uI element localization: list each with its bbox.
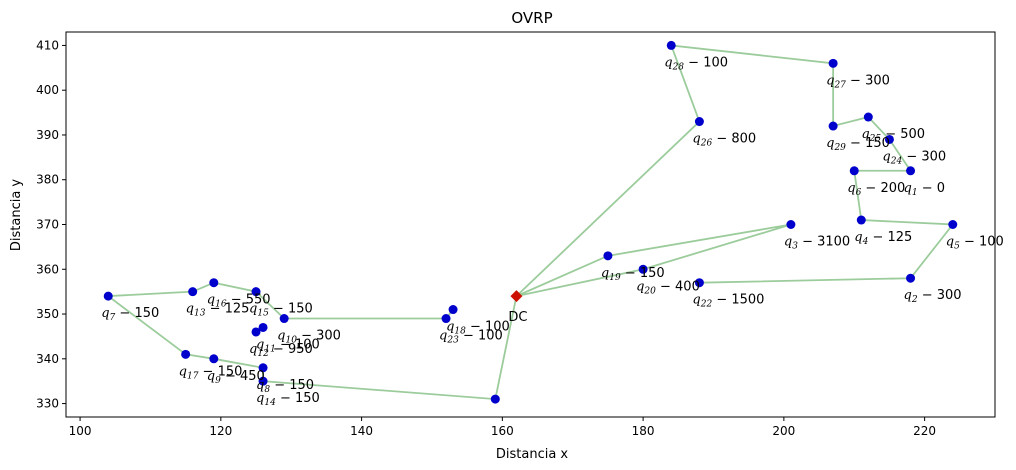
customer-point-q7 [103,291,113,301]
y-tick-label: 330 [36,397,59,411]
x-tick-label: 200 [772,424,795,438]
customer-point-q19 [603,251,613,261]
customer-point-q6 [849,166,859,176]
routes-layer [105,44,955,401]
y-axis-ticks: 330 340 350 360 370 380 390 400 410 [36,38,66,411]
customer-point-q9 [209,354,219,364]
plot-frame [65,31,996,418]
customer-label-q1: q1 − 0 [904,181,946,198]
customer-point-q17 [181,349,191,359]
y-tick-label: 390 [36,128,59,142]
y-tick-label: 410 [36,38,59,52]
customer-point-q1 [906,166,916,176]
customer-point-q5 [948,220,958,229]
y-tick-label: 360 [36,262,59,276]
customer-point-q27 [828,58,838,68]
customer-point-q14 [258,376,268,386]
customer-label-q9: q9 − 450 [207,369,265,386]
customer-label-q7: q7 − 150 [101,306,159,323]
customer-point-q8 [258,363,268,373]
customer-label-q6: q6 − 200 [847,181,905,198]
customer-point-q4 [856,215,866,225]
y-tick-label: 380 [36,173,59,187]
customer-point-q18 [448,305,458,315]
customer-point-q12 [251,327,261,337]
customer-point-q11 [258,322,268,332]
x-tick-label: 220 [913,424,936,438]
customer-point-q15 [251,287,261,297]
customer-point-q13 [188,287,198,297]
depot-marker [510,290,523,303]
customer-point-q26 [694,117,704,127]
x-tick-label: 120 [209,424,232,438]
customer-point-q3 [786,220,796,229]
customer-label-q4: q4 − 125 [854,230,912,247]
customer-label-q29: q29 − 150 [826,136,890,153]
customer-label-q26: q26 − 800 [692,132,756,149]
depot-label: DC [508,310,527,325]
customer-label-q28: q28 − 100 [664,55,728,72]
y-axis-title: Distancia y [9,179,24,252]
customer-point-q29 [828,121,838,131]
customer-point-q22 [694,278,704,288]
customer-label-q27: q27 − 300 [826,73,890,90]
customer-point-q23 [441,314,451,324]
x-tick-label: 140 [350,424,373,438]
customer-label-q22: q22 − 1500 [692,293,764,310]
x-tick-label: 180 [632,424,655,438]
x-axis-title: Distancia x [496,447,569,462]
x-tick-label: 160 [491,424,514,438]
customer-label-q3: q3 − 3100 [784,235,850,252]
customer-label-q2: q2 − 300 [904,288,962,305]
customer-point-q10 [279,314,289,324]
customer-label-q8: q8 − 150 [256,378,314,395]
y-tick-label: 350 [36,307,59,321]
customer-point-q20 [638,264,648,274]
chart-title: OVRP [511,9,552,27]
customer-point-q21 [490,394,500,404]
x-tick-label: 100 [69,424,92,438]
customer-point-q2 [906,273,916,283]
customer-point-q28 [666,40,676,50]
customer-label-q24: q24 − 300 [882,149,946,166]
point-labels-layer: q1 − 0 q2 − 300 q3 − 3100 q4 − 125 q5 − 100 q… [101,55,1004,408]
customer-label-q5: q5 − 100 [946,235,1004,252]
x-axis-ticks: 100 120 140 160 180 200 220 [69,417,936,438]
y-tick-label: 370 [36,218,59,232]
customer-label-q16: q16 − 550 [207,293,271,310]
customer-point-q16 [209,278,219,288]
customer-point-q24 [884,134,894,144]
customer-label-q17: q17 − 150 [179,364,243,381]
y-tick-label: 400 [36,83,59,97]
y-tick-label: 340 [36,352,59,366]
points-layer [103,40,958,404]
customer-label-q20: q20 − 400 [636,279,700,296]
customer-point-q25 [863,112,873,122]
